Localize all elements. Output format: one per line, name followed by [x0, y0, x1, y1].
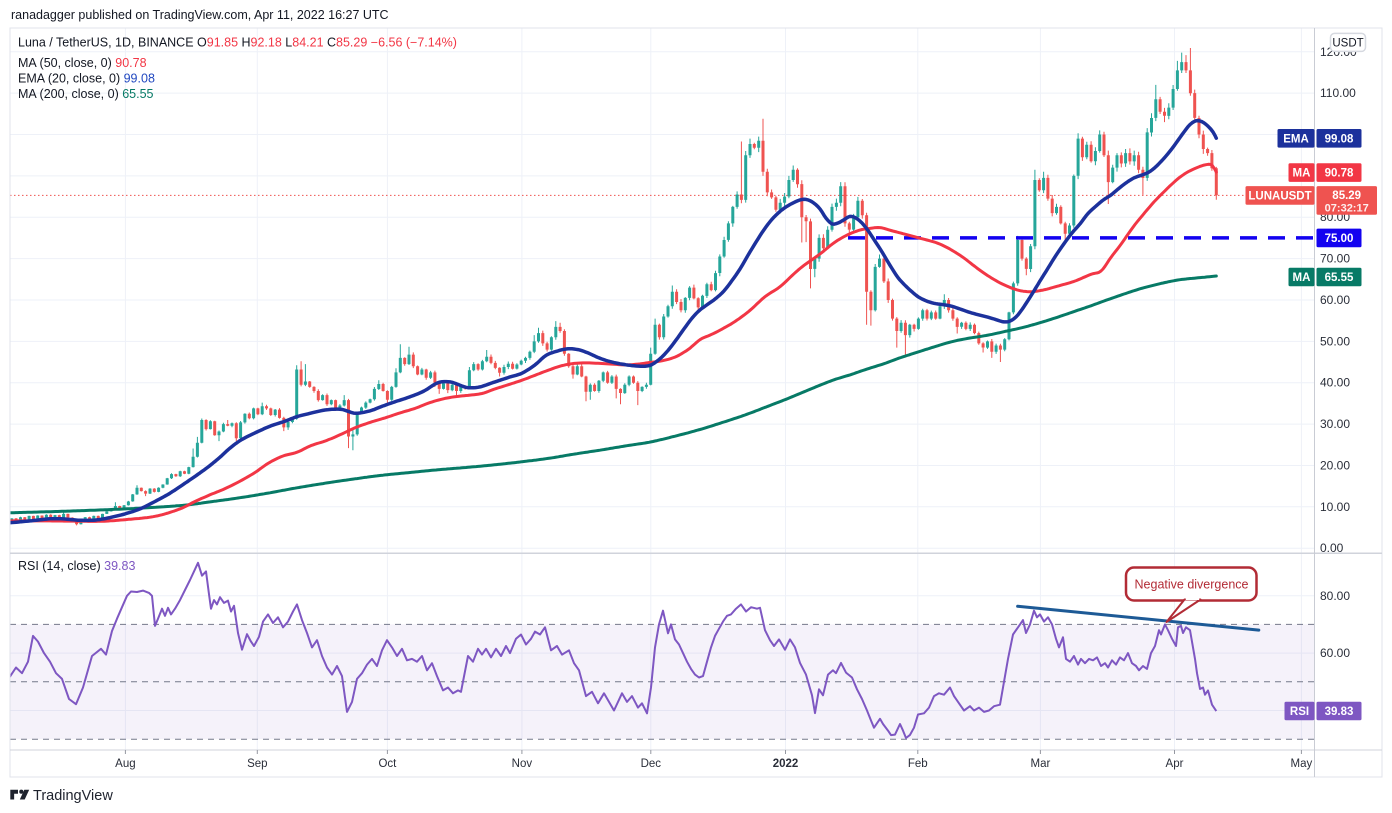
svg-text:MA (200, close, 0) 65.55: MA (200, close, 0) 65.55 — [18, 87, 154, 101]
svg-text:99.08: 99.08 — [1325, 133, 1354, 145]
svg-text:TradingView: TradingView — [33, 788, 113, 804]
svg-text:70.00: 70.00 — [1320, 252, 1350, 266]
svg-text:85.29: 85.29 — [1332, 190, 1361, 202]
svg-text:Mar: Mar — [1030, 758, 1050, 770]
svg-text:RSI: RSI — [1290, 706, 1309, 718]
svg-text:Feb: Feb — [908, 758, 928, 770]
svg-text:EMA: EMA — [1283, 133, 1309, 145]
svg-text:MA: MA — [1293, 272, 1311, 284]
svg-text:39.83: 39.83 — [1325, 706, 1354, 718]
svg-text:LUNAUSDT: LUNAUSDT — [1248, 190, 1311, 202]
svg-text:60.00: 60.00 — [1320, 293, 1350, 307]
svg-text:80.00: 80.00 — [1320, 589, 1350, 603]
svg-text:40.00: 40.00 — [1320, 376, 1350, 390]
svg-text:MA: MA — [1293, 168, 1311, 180]
svg-text:60.00: 60.00 — [1320, 646, 1350, 660]
svg-text:2022: 2022 — [773, 758, 799, 770]
svg-text:MA (50, close, 0) 90.78: MA (50, close, 0) 90.78 — [18, 56, 147, 70]
svg-text:Aug: Aug — [115, 758, 135, 770]
svg-text:07:32:17: 07:32:17 — [1325, 203, 1369, 215]
svg-text:110.00: 110.00 — [1320, 86, 1356, 100]
svg-text:30.00: 30.00 — [1320, 417, 1350, 431]
svg-text:Negative divergence: Negative divergence — [1135, 578, 1249, 592]
svg-text:90.78: 90.78 — [1325, 168, 1354, 180]
svg-text:Dec: Dec — [641, 758, 662, 770]
svg-text:20.00: 20.00 — [1320, 459, 1350, 473]
svg-text:Oct: Oct — [378, 758, 397, 770]
svg-text:10.00: 10.00 — [1320, 500, 1350, 514]
svg-text:Sep: Sep — [247, 758, 267, 770]
svg-text:65.55: 65.55 — [1325, 272, 1354, 284]
svg-text:May: May — [1291, 758, 1313, 770]
svg-text:RSI (14, close) 39.83: RSI (14, close) 39.83 — [18, 559, 135, 573]
svg-text:EMA (20, close, 0) 99.08: EMA (20, close, 0) 99.08 — [18, 72, 155, 86]
svg-text:0.00: 0.00 — [1320, 541, 1344, 555]
svg-text:ranadagger published on Tradin: ranadagger published on TradingView.com,… — [11, 8, 389, 22]
svg-text:Luna / TetherUS, 1D, BINANCE: Luna / TetherUS, 1D, BINANCE O91.85 H92.… — [18, 36, 457, 50]
svg-text:50.00: 50.00 — [1320, 334, 1350, 348]
svg-text:Apr: Apr — [1166, 758, 1184, 770]
svg-text:75.00: 75.00 — [1325, 233, 1354, 245]
svg-text:USDT: USDT — [1332, 37, 1363, 49]
svg-text:Nov: Nov — [512, 758, 533, 770]
